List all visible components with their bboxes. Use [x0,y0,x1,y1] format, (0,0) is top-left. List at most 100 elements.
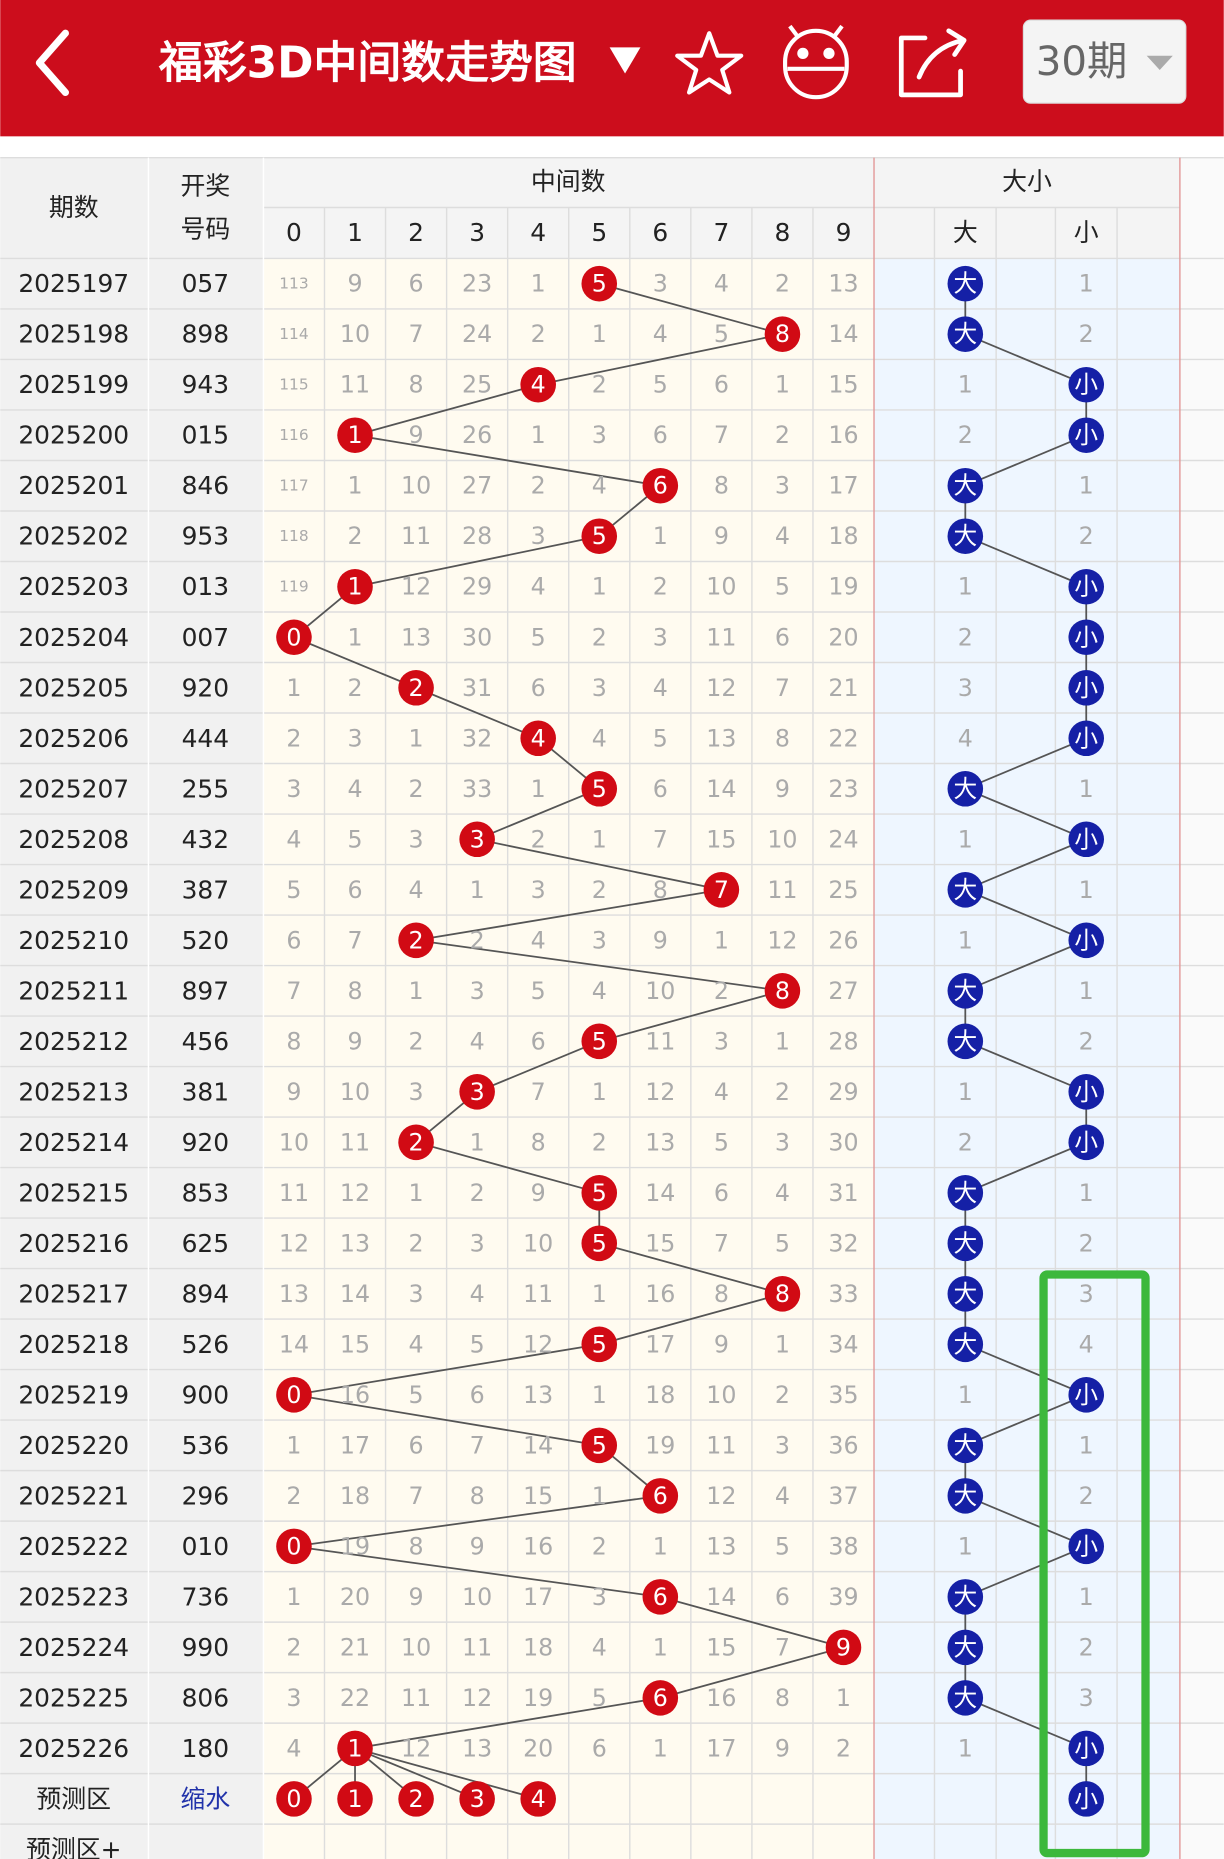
header-digit: 6 [652,218,668,247]
miss-count: 9 [286,1078,301,1106]
miss-count: 13 [462,1734,492,1762]
miss-count: 38 [828,1532,858,1560]
top-bar [0,0,1224,137]
miss-count: 2 [531,320,546,348]
big-ball-label: 大 [953,1431,977,1459]
draw-number: 920 [182,1128,229,1157]
miss-count: 10 [767,825,797,853]
period: 2025201 [18,471,129,500]
hit-ball-label: 4 [531,371,546,399]
miss-count: 3 [1079,1280,1094,1308]
miss-count: 10 [462,1583,492,1611]
miss-count: 14 [523,1431,553,1459]
small-ball-label: 小 [1074,724,1098,752]
miss-count: 2 [775,1078,790,1106]
miss-count: 7 [653,825,668,853]
big-ball [947,1579,984,1615]
miss-count: 6 [347,876,362,904]
miss-count: 19 [523,1684,553,1712]
miss-count: 6 [409,1431,424,1459]
miss-count: 12 [279,1229,309,1257]
robot-icon[interactable] [783,24,849,100]
miss-count: 12 [767,926,797,954]
miss-count: 11 [279,1179,309,1207]
miss-count: 7 [775,1633,790,1661]
miss-count: 8 [286,1027,301,1055]
miss-count: 3 [653,623,668,651]
connector [293,1343,600,1396]
hit-ball [337,1730,373,1767]
predict-ball-label: 4 [531,1785,546,1813]
hit-ball-label: 8 [775,320,790,348]
draw-number: 894 [182,1279,229,1308]
draw-number: 381 [182,1077,229,1106]
miss-count: 116 [279,426,308,444]
period: 2025218 [18,1330,129,1359]
small-ball [1068,619,1105,656]
miss-count: 2 [775,421,790,449]
big-ball-label: 大 [953,1583,977,1611]
miss-count: 3 [286,775,301,803]
miss-count: 6 [531,1027,546,1055]
miss-count: 11 [401,1684,431,1712]
miss-count: 26 [462,421,492,449]
big-ball-label: 大 [953,1027,977,1055]
draw-number: 180 [182,1734,229,1763]
miss-count: 5 [347,825,362,853]
miss-count: 14 [340,1280,370,1308]
draw-number: 057 [182,269,229,298]
miss-count: 2 [1079,320,1094,348]
big-ball-label: 大 [953,876,977,904]
header-digit: 1 [347,218,363,247]
miss-count: 1 [1079,270,1094,298]
header-digit: 4 [530,218,546,247]
connector [599,1292,783,1346]
period-select-arrow [1146,55,1173,70]
back-button[interactable] [35,29,70,97]
miss-count: 6 [592,1734,607,1762]
miss-count: 3 [592,674,607,702]
share-icon[interactable] [898,28,967,98]
header-digit: 3 [469,218,485,247]
miss-count: 6 [653,421,668,449]
period: 2025215 [18,1178,129,1207]
connector [964,1697,1087,1750]
big-ball [947,1023,984,1060]
miss-count: 6 [714,1179,729,1207]
predict-label: 预测区 [36,1784,111,1813]
miss-count: 4 [1079,1330,1094,1358]
draw-number: 010 [182,1532,229,1561]
miss-count: 8 [409,371,424,399]
miss-count: 1 [592,320,607,348]
miss-count: 1 [409,977,424,1005]
hit-ball-label: 2 [409,1128,424,1156]
miss-count: 2 [775,270,790,298]
header-small: 小 [1074,218,1099,247]
period-select-label[interactable]: 30期 [1036,38,1128,85]
favorite-icon[interactable] [675,31,744,95]
miss-count: 2 [470,1179,485,1207]
miss-count: 1 [286,1583,301,1611]
miss-count: 16 [523,1532,553,1560]
draw-number: 920 [182,673,229,702]
connector [964,1343,1087,1396]
miss-count: 29 [828,1078,858,1106]
miss-count: 9 [775,1734,790,1762]
period-select[interactable] [1022,19,1187,104]
miss-count: 32 [462,724,492,752]
miss-count: 1 [592,825,607,853]
period: 2025209 [18,875,129,904]
miss-count: 28 [828,1027,858,1055]
hit-ball-label: 5 [592,1229,607,1257]
small-ball-label: 小 [1074,371,1098,399]
period: 2025197 [18,269,129,298]
miss-count: 2 [592,1128,607,1156]
miss-count: 9 [409,1583,424,1611]
small-ball [1068,669,1105,706]
period: 2025211 [18,976,129,1005]
small-ball-label: 小 [1074,421,1098,449]
miss-count: 3 [775,1128,790,1156]
predict-ball [276,1781,312,1817]
title-dropdown[interactable] [609,47,641,74]
